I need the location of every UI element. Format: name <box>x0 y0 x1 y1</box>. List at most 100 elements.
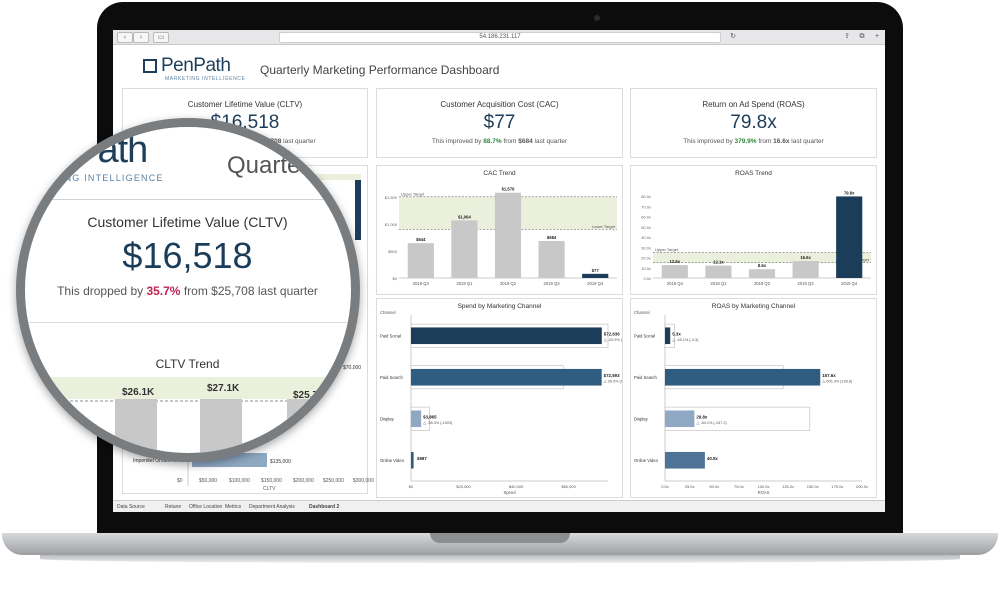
channel-bar[interactable] <box>411 368 602 386</box>
x-tick: $60,000 <box>561 484 576 489</box>
x-tick: 2019 Q4 <box>587 281 604 286</box>
bar-value-label: $26.1K <box>122 387 155 398</box>
x-tick: $150,000 <box>261 478 282 484</box>
channel-bar[interactable] <box>665 451 705 469</box>
tab-dashboard-2[interactable]: Dashboard 2 <box>309 504 340 510</box>
back-icon[interactable]: ‹ <box>117 32 133 43</box>
x-tick: $40,000 <box>509 484 524 489</box>
tabs-icon[interactable]: ⧉ <box>859 33 865 40</box>
bar[interactable] <box>407 243 434 278</box>
kpi-card-cac[interactable]: Customer Acquisition Cost (CAC) $77 This… <box>376 88 623 158</box>
kpi-subtitle: This improved by 88.7% from $684 last qu… <box>431 138 568 145</box>
camera-icon <box>594 15 600 21</box>
magnified-logo-subtitle: ETING INTELLIGENCE <box>47 173 164 183</box>
bar-value-label: 40.5x <box>707 456 719 461</box>
laptop-base <box>2 533 998 555</box>
change-label: △ -38.3% (-1003) <box>423 421 453 425</box>
category-label: Paid Social <box>634 333 655 338</box>
x-tick: $100,000 <box>229 478 250 484</box>
bar[interactable] <box>661 265 688 278</box>
side-value-label: $70,000 <box>343 365 361 371</box>
bar-value-label: 12.1x <box>713 260 724 265</box>
new-tab-icon[interactable]: + <box>874 33 880 40</box>
channel-bar[interactable] <box>411 410 422 428</box>
chart-title: CAC Trend <box>483 170 516 177</box>
y-axis-label: Channel <box>380 310 396 315</box>
y-tick: 20.0x <box>641 256 651 261</box>
bar-value-label: $1,576 <box>502 187 515 192</box>
bar[interactable] <box>792 261 819 278</box>
category-label: Paid Social <box>380 333 401 338</box>
bar[interactable] <box>451 220 478 278</box>
bar[interactable] <box>582 273 609 278</box>
bar-value-label: 8.6x <box>758 263 767 268</box>
tab-metrics[interactable]: Metrics <box>225 504 242 510</box>
bar-value-label: $77 <box>592 268 600 273</box>
change-label: △ 35.0% (18838) <box>604 379 622 383</box>
bar-value-label: $72,593 <box>604 373 620 378</box>
bar[interactable] <box>538 240 565 278</box>
bar-value-label: 12.6x <box>670 259 681 264</box>
bar[interactable] <box>836 196 863 278</box>
magnifier-callout: nPath ETING INTELLIGENCE Quarte Customer… <box>16 118 360 462</box>
x-axis-label: ROAS <box>758 490 770 495</box>
trend-bar[interactable] <box>200 399 242 462</box>
y-axis-label: Channel <box>634 310 650 315</box>
change-label: △ -84.1% (-157.2) <box>696 421 727 425</box>
x-tick: $0 <box>409 484 414 489</box>
share-icon[interactable]: ⇪ <box>844 33 850 40</box>
y-tick: 50.0x <box>641 225 651 230</box>
chart-title: ROAS Trend <box>735 170 772 177</box>
bar-value-label: 16.6x <box>800 255 811 260</box>
tab-data-source[interactable]: Data Source <box>117 504 145 510</box>
channel-bar[interactable] <box>665 410 695 428</box>
laptop-shadow <box>40 555 960 563</box>
x-tick: 2018 Q4 <box>413 281 430 286</box>
bar[interactable] <box>748 269 776 278</box>
category-label: Online Video <box>380 458 405 463</box>
reload-icon[interactable]: ↻ <box>730 33 736 40</box>
bar[interactable] <box>494 192 522 278</box>
bar-value-label: $1,064 <box>458 214 471 219</box>
channel-bar[interactable] <box>665 327 671 345</box>
tab-department-analysis[interactable]: Department Analysis <box>249 504 295 510</box>
bar[interactable] <box>705 265 732 278</box>
magnified-trend-title: CLTV Trend <box>155 357 220 371</box>
x-tick: $300,000 <box>353 478 374 484</box>
magnified-kpi-title: Customer Lifetime Value (CLTV) <box>87 214 288 230</box>
target-label: Lower Target <box>592 224 616 229</box>
kpi-value: $77 <box>483 112 516 133</box>
bar-value-label: $644 <box>416 237 426 242</box>
trend-bar[interactable] <box>115 399 157 462</box>
channel-bar[interactable] <box>411 327 602 345</box>
magnified-title-fragment: Quarte <box>227 152 301 179</box>
roas-trend-panel: ROAS Trend 0.0x 10.0x 20.0x 30.0x 40.0x 50.0x 6… <box>630 165 877 295</box>
x-tick: 2019 Q2 <box>754 281 771 286</box>
change-label: △ -20.9% (-19235) <box>604 338 622 342</box>
x-tick: 125.0x <box>782 484 794 489</box>
channel-bar[interactable] <box>411 451 414 469</box>
y-tick: $0 <box>393 276 398 281</box>
tab-office-location[interactable]: Office Location <box>189 504 223 510</box>
bar-value-label: $27.1K <box>207 383 240 394</box>
bar-value-label: $72,636 <box>604 331 620 336</box>
kpi-card-roas[interactable]: Return on Ad Spend (ROAS) 79.8x This imp… <box>630 88 877 158</box>
y-tick: 40.0x <box>641 235 651 240</box>
channel-bar[interactable] <box>665 368 821 386</box>
x-tick: 175.0x <box>831 484 843 489</box>
browser-toolbar: ‹ › ▭ 54.186.231.117 ↻ ⇪ ⧉ + <box>113 30 885 45</box>
address-bar[interactable]: 54.186.231.117 <box>279 32 721 43</box>
y-tick: 80.0x <box>641 194 651 199</box>
cac-trend-panel: CAC Trend $0 $500 $1,000 $1,500 Upper Target L… <box>376 165 623 295</box>
x-tick: 50.0x <box>709 484 719 489</box>
chart-title: ROAS by Marketing Channel <box>712 303 796 310</box>
category-label: Display <box>634 416 649 421</box>
trend-bar[interactable] <box>287 399 329 462</box>
sidebar-icon[interactable]: ▭ <box>153 32 169 43</box>
forward-icon[interactable]: › <box>133 32 149 43</box>
bar-value-label: 29.8x <box>696 414 708 419</box>
laptop-notch <box>430 533 570 543</box>
magnified-kpi-subtitle: This dropped by 35.7% from $25,708 last … <box>57 284 318 298</box>
tab-retune[interactable]: Retune <box>165 504 182 510</box>
